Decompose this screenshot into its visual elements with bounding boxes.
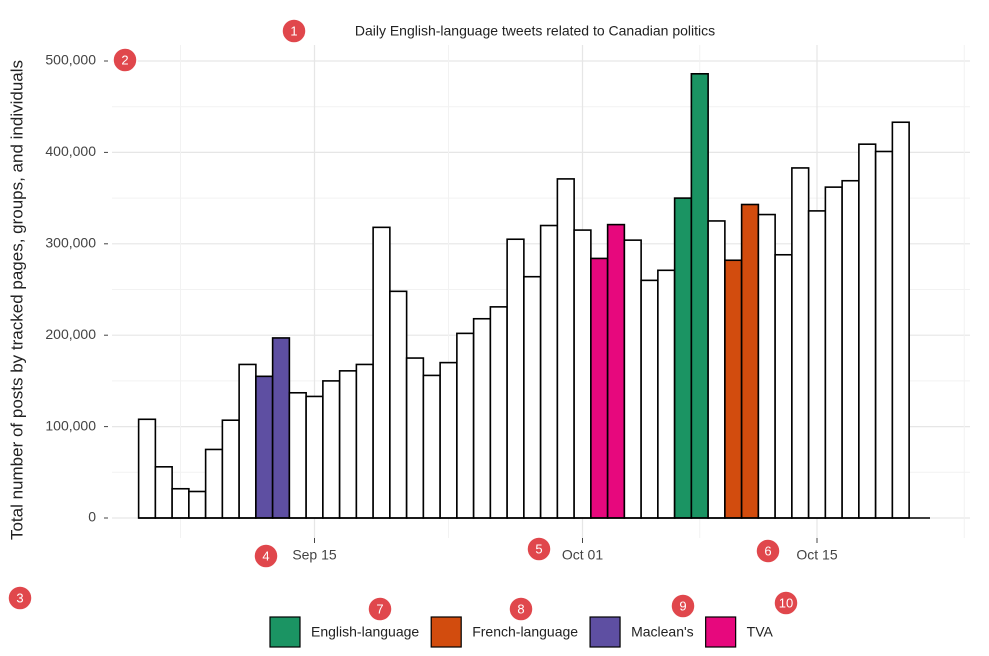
bar (188, 490, 207, 519)
x-tick-label: Sep 15 (292, 547, 337, 563)
annotation-badge-number: 6 (764, 543, 771, 558)
y-tick-label: 300,000 (45, 235, 96, 251)
bar (556, 178, 575, 519)
y-tick-label: 0 (88, 509, 96, 525)
bar (774, 253, 793, 519)
legend-swatch (269, 616, 301, 648)
x-tick-label: Oct 01 (562, 547, 603, 563)
bar (573, 229, 592, 519)
bar (506, 238, 525, 519)
bar (288, 391, 307, 519)
bar (338, 370, 358, 519)
annotation-badge (7, 585, 33, 611)
bar (456, 332, 475, 519)
bar (523, 275, 542, 519)
bar (791, 167, 810, 519)
bar (137, 418, 157, 519)
annotation-badge (508, 596, 534, 622)
bar (858, 143, 877, 519)
bar (154, 466, 173, 519)
bar (673, 197, 693, 519)
bar (305, 395, 324, 519)
y-tick-label: 200,000 (45, 326, 96, 342)
bar (355, 363, 374, 519)
bar (405, 357, 425, 519)
y-tick-label: 400,000 (45, 143, 96, 159)
annotation-badge-number: 7 (376, 601, 383, 616)
bar (740, 203, 760, 519)
y-tick-label: 100,000 (45, 417, 96, 433)
annotation-badge-number: 1 (290, 23, 297, 38)
annotation-badge-number: 2 (121, 52, 128, 67)
y-tick-label: 500,000 (45, 52, 96, 68)
annotation-badge (367, 596, 393, 622)
chart-title: Daily English-language tweets related to… (355, 23, 715, 39)
legend-label: Maclean's (631, 624, 694, 640)
annotation-badge (526, 536, 552, 562)
legend-swatch (430, 616, 462, 648)
bar (891, 121, 910, 519)
legend-swatch (589, 616, 621, 648)
annotation-badge (281, 18, 307, 44)
annotation-badge (773, 590, 799, 616)
bar (590, 257, 609, 519)
legend-label: French-language (472, 624, 578, 640)
annotation-badge-number: 5 (535, 541, 542, 556)
bar (322, 380, 341, 519)
bar (238, 363, 257, 519)
bar (171, 487, 190, 519)
x-tick-label: Oct 15 (796, 547, 837, 563)
annotation-badge-number: 4 (262, 548, 269, 563)
bar (489, 306, 508, 519)
y-axis-label: Total number of posts by tracked pages, … (7, 60, 26, 540)
annotation-badge (755, 538, 781, 564)
bar (539, 224, 559, 519)
bar (422, 374, 441, 519)
bar (640, 279, 659, 519)
annotation-badge-number: 3 (16, 590, 23, 605)
bar (841, 179, 860, 519)
bar (690, 72, 709, 519)
legend-swatch (705, 616, 737, 648)
bar (707, 220, 726, 519)
annotation-badge-number: 10 (779, 595, 793, 610)
bar (623, 239, 642, 519)
bar (757, 213, 776, 519)
legend-label: English-language (311, 624, 419, 640)
bar (204, 448, 224, 519)
annotation-badge-number: 9 (679, 598, 686, 613)
annotation-badge (253, 543, 279, 569)
legend-label: TVA (747, 624, 774, 640)
bar (724, 259, 743, 519)
annotation-badge (112, 47, 138, 73)
bar (472, 317, 492, 519)
annotation-badge (670, 593, 696, 619)
bar (271, 337, 291, 519)
bar (255, 375, 274, 519)
bar (372, 226, 391, 519)
bar (807, 210, 827, 519)
bar (221, 419, 240, 519)
bar (657, 269, 676, 519)
bar (824, 186, 843, 519)
annotation-badge-number: 8 (517, 601, 524, 616)
bar (439, 361, 458, 519)
bar (874, 150, 894, 519)
bar (389, 290, 408, 519)
bar (606, 223, 626, 519)
